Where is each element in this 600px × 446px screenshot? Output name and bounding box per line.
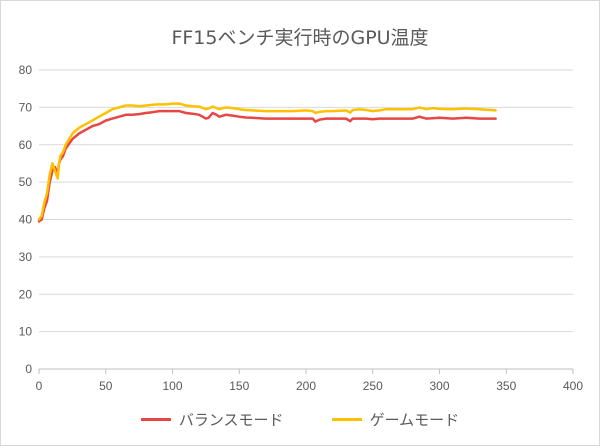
x-tick-label: 200: [296, 379, 316, 393]
legend-label-game: ゲームモード: [369, 411, 460, 429]
x-tick-label: 350: [496, 379, 516, 393]
y-tick-label: 20: [19, 287, 33, 301]
x-tick-label: 150: [229, 379, 249, 393]
y-tick-label: 80: [19, 63, 33, 77]
y-tick-label: 50: [19, 175, 33, 189]
x-tick-label: 100: [162, 379, 182, 393]
legend-label-balance: バランスモード: [178, 411, 284, 429]
x-tick-label: 250: [363, 379, 383, 393]
x-tick-label: 0: [36, 379, 43, 393]
x-tick-label: 50: [99, 379, 113, 393]
x-tick-label: 300: [429, 379, 449, 393]
legend-item-balance: バランスモード: [140, 409, 284, 430]
y-tick-label: 70: [19, 100, 33, 114]
y-tick-label: 60: [19, 138, 33, 152]
legend: バランスモード ゲームモード: [1, 409, 599, 430]
y-tick-label: 0: [25, 362, 32, 376]
x-tick-label: 400: [563, 379, 583, 393]
y-tick-label: 10: [19, 325, 33, 339]
series-line-game-mode: [37, 102, 497, 221]
y-tick-label: 40: [19, 213, 33, 227]
legend-item-game: ゲームモード: [331, 409, 460, 430]
legend-swatch-balance: [140, 418, 171, 421]
y-tick-label: 30: [19, 250, 33, 264]
series-line-balance-mode: [37, 109, 497, 223]
legend-swatch-game: [331, 418, 362, 421]
chart-title: FF15ベンチ実行時のGPU温度: [171, 27, 429, 49]
